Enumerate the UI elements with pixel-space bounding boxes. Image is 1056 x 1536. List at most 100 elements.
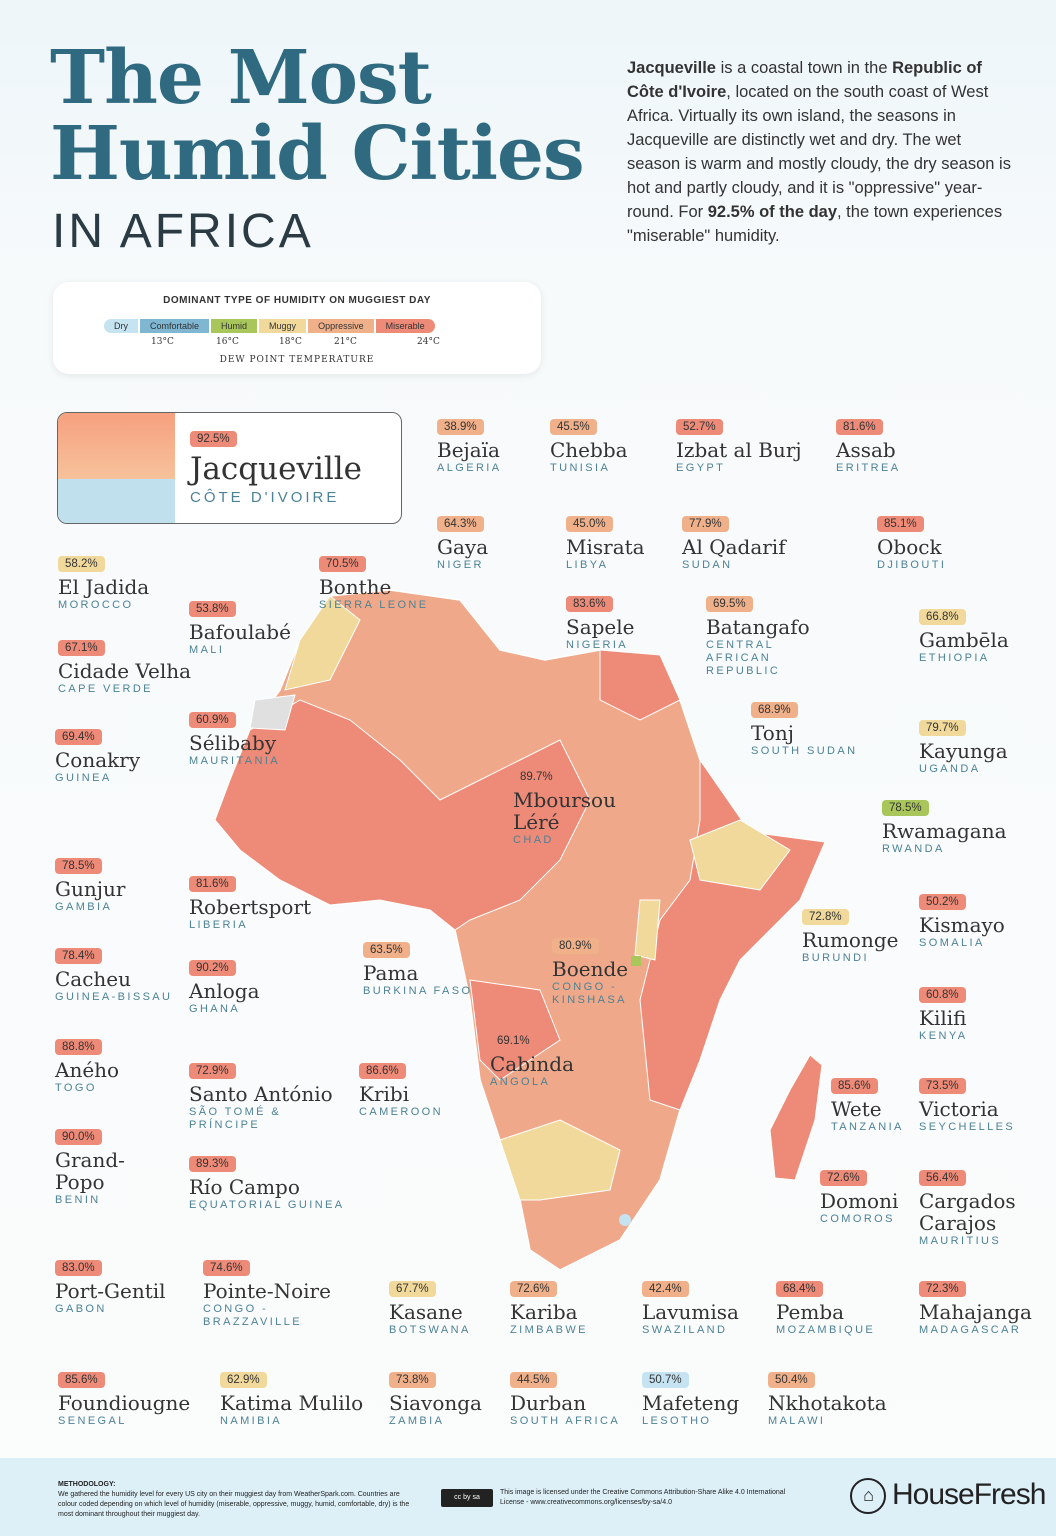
legend-tick: 24°C bbox=[417, 337, 440, 347]
methodology: METHODOLOGY: We gathered the humidity lev… bbox=[58, 1481, 410, 1518]
humidity-badge: 69.1% bbox=[490, 1033, 537, 1049]
muggy-region-south bbox=[499, 1119, 621, 1201]
city-entry: 69.5% Batangafo Central African Republic bbox=[706, 594, 836, 678]
legend-miserable: Miserable bbox=[375, 319, 435, 333]
city-entry: 50.2% Kismayo Somalia bbox=[919, 892, 1005, 950]
humidity-badge: 60.9% bbox=[189, 712, 236, 728]
country-name: Djibouti bbox=[877, 559, 947, 571]
city-entry: 63.5% Pama Burkina Faso bbox=[363, 940, 473, 998]
city-name: Al Qadarif bbox=[682, 535, 786, 559]
country-name: Mozambique bbox=[776, 1324, 876, 1336]
humidity-badge: 56.4% bbox=[919, 1170, 966, 1186]
city-entry: 70.5% Bonthe Sierra Leone bbox=[319, 554, 449, 612]
city-name: Kariba bbox=[510, 1300, 578, 1324]
featured-city-card: 92.5% Jacqueville CÔTE D'IVOIRE bbox=[57, 412, 402, 524]
city-name: Siavonga bbox=[389, 1391, 482, 1415]
country-name: Seychelles bbox=[919, 1121, 1016, 1133]
featured-city-name: Jacqueville bbox=[190, 451, 363, 487]
license-text: This image is licensed under the Creativ… bbox=[500, 1489, 786, 1506]
humidity-badge: 67.7% bbox=[389, 1281, 436, 1297]
country-name: Cameroon bbox=[359, 1106, 443, 1118]
city-name: Cidade Velha bbox=[58, 659, 192, 683]
country-name: Morocco bbox=[58, 599, 134, 611]
legend-comfortable: Comfortable bbox=[140, 319, 210, 333]
city-entry: 79.7% Kayunga Uganda bbox=[919, 718, 1008, 776]
city-entry: 72.3% Mahajanga Madagascar bbox=[919, 1279, 1032, 1337]
city-name: Batangafo bbox=[706, 615, 810, 639]
humidity-badge: 90.2% bbox=[189, 960, 236, 976]
madagascar bbox=[769, 1054, 823, 1181]
humidity-badge: 66.8% bbox=[919, 609, 966, 625]
humidity-badge: 83.0% bbox=[55, 1260, 102, 1276]
city-entry: 50.7% Mafeteng Lesotho bbox=[642, 1370, 739, 1428]
legend-tick: 16°C bbox=[216, 337, 239, 347]
legend-tick: 13°C bbox=[151, 337, 174, 347]
city-name: El Jadida bbox=[58, 575, 150, 599]
humidity-badge: 68.9% bbox=[751, 702, 798, 718]
humidity-badge: 52.7% bbox=[676, 419, 723, 435]
dry-region-lesotho bbox=[619, 1214, 631, 1226]
country-name: Namibia bbox=[220, 1415, 283, 1427]
muggy-region-morocco bbox=[284, 595, 361, 691]
country-name: Nigeria bbox=[566, 639, 629, 651]
city-entry: 45.5% Chebba Tunisia bbox=[550, 417, 628, 475]
humid-region-rwanda bbox=[631, 956, 641, 966]
page-subtitle: IN AFRICA bbox=[52, 205, 314, 258]
city-entry: 62.9% Katima Mulilo Namibia bbox=[220, 1370, 363, 1428]
city-name: Boende bbox=[552, 957, 629, 981]
city-entry: 90.0% Grand-Popo Benin bbox=[55, 1127, 135, 1207]
africa-map bbox=[214, 589, 827, 1271]
country-name: Ethiopia bbox=[919, 652, 990, 664]
country-name: Gabon bbox=[55, 1303, 107, 1315]
humidity-badge: 58.2% bbox=[58, 556, 105, 572]
featured-badge: 92.5% bbox=[190, 429, 237, 447]
humidity-badge: 64.3% bbox=[437, 516, 484, 532]
humidity-badge: 69.4% bbox=[55, 729, 102, 745]
city-entry: 89.3% Río Campo Equatorial Guinea bbox=[189, 1154, 345, 1212]
city-entry: 81.6% Assab Eritrea bbox=[836, 417, 900, 475]
humidity-badge: 45.5% bbox=[550, 419, 597, 435]
country-name: Somalia bbox=[919, 937, 985, 949]
city-entry: 68.9% Tonj South Sudan bbox=[751, 700, 857, 758]
country-name: Malawi bbox=[768, 1415, 826, 1427]
city-name: Rwamagana bbox=[882, 819, 1007, 843]
intro-text: Jacqueville is a coastal town in the Rep… bbox=[627, 59, 1011, 245]
city-name: Izbat al Burj bbox=[676, 438, 802, 462]
city-entry: 78.5% Rwamagana Rwanda bbox=[882, 798, 1007, 856]
city-name: Chebba bbox=[550, 438, 628, 462]
humidity-badge: 50.7% bbox=[642, 1372, 689, 1388]
city-name: Kismayo bbox=[919, 913, 1005, 937]
country-name: South Sudan bbox=[751, 745, 858, 757]
city-name: Cabinda bbox=[490, 1052, 575, 1076]
legend-muggy: Muggy bbox=[259, 319, 307, 333]
humidity-badge: 62.9% bbox=[220, 1372, 267, 1388]
humidity-badge: 85.6% bbox=[831, 1078, 878, 1094]
city-entry: 58.2% El Jadida Morocco bbox=[58, 554, 149, 612]
city-entry: 68.4% Pemba Mozambique bbox=[776, 1279, 875, 1337]
city-entry: 89.7% Mboursou Léré Chad bbox=[513, 767, 643, 847]
city-entry: 38.9% Bejaïa Algeria bbox=[437, 417, 502, 475]
humidity-badge: 72.3% bbox=[919, 1281, 966, 1297]
city-name: Conakry bbox=[55, 748, 141, 772]
city-name: Sélibaby bbox=[189, 731, 277, 755]
country-name: Benin bbox=[55, 1194, 101, 1206]
beach-hut-illustration bbox=[58, 413, 175, 523]
country-name: Togo bbox=[55, 1082, 97, 1094]
city-entry: 69.1% Cabinda Angola bbox=[490, 1031, 574, 1089]
country-name: Mauritania bbox=[189, 755, 281, 767]
country-name: Congo - Brazzaville bbox=[203, 1303, 302, 1328]
legend-scale: Dry Comfortable Humid Muggy Oppressive Misera… bbox=[104, 319, 437, 333]
page-title: The Most Humid Cities bbox=[50, 35, 585, 197]
city-name: Río Campo bbox=[189, 1175, 300, 1199]
city-name: Cargados Carajos bbox=[919, 1189, 1016, 1235]
city-name: Rumonge bbox=[802, 928, 899, 952]
humidity-badge: 72.9% bbox=[189, 1063, 236, 1079]
city-name: Misrata bbox=[566, 535, 645, 559]
city-name: Domoni bbox=[820, 1189, 899, 1213]
city-name: Gunjur bbox=[55, 877, 126, 901]
city-entry: 72.9% Santo António São Tomé & Príncipe bbox=[189, 1061, 333, 1132]
city-name: Katima Mulilo bbox=[220, 1391, 364, 1415]
city-name: Lavumisa bbox=[642, 1300, 739, 1324]
city-name: Nkhotakota bbox=[768, 1391, 887, 1415]
city-entry: 50.4% Nkhotakota Malawi bbox=[768, 1370, 887, 1428]
